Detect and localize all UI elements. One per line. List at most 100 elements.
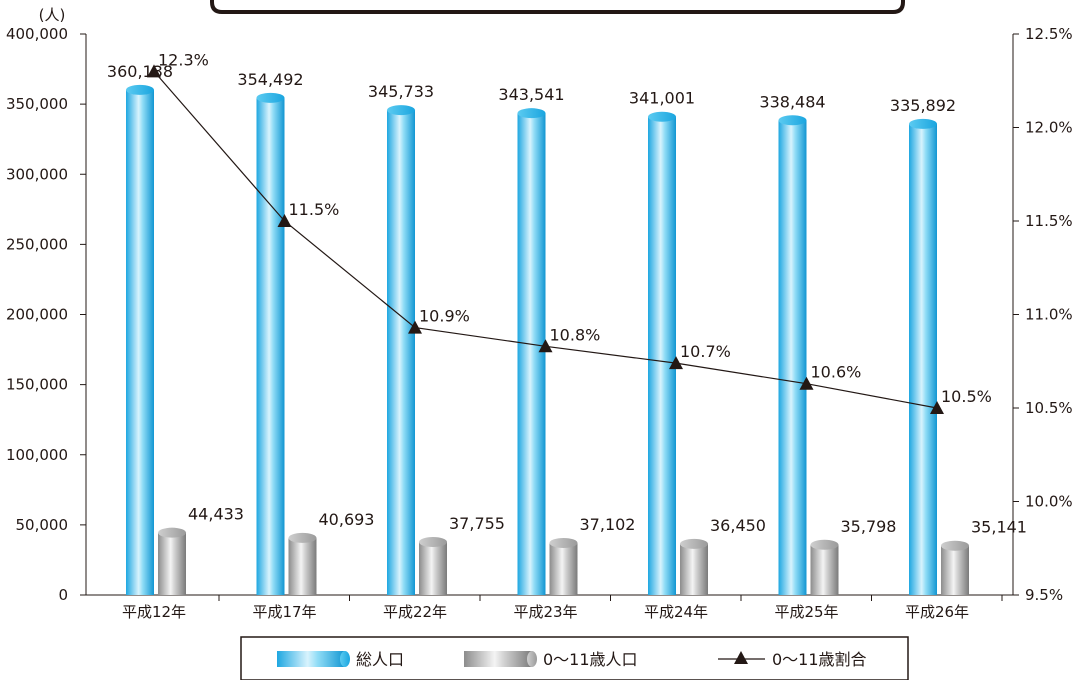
bar-total-label: 345,733 <box>368 82 434 101</box>
ratio-marker <box>799 376 814 390</box>
ratio-marker <box>147 64 161 78</box>
legend-frame <box>240 636 909 680</box>
bar-total-top <box>126 84 154 95</box>
y-tick-label-right: 9.5% <box>1025 586 1063 604</box>
bar-child-label: 36,450 <box>710 516 766 535</box>
bar-total <box>778 115 807 596</box>
bar-child-body <box>549 542 578 595</box>
y-tick-label-left: 300,000 <box>6 165 68 183</box>
y-tick-label-right: 12.5% <box>1025 25 1073 43</box>
bar-child-body <box>680 543 708 595</box>
y-tick-label-left: 250,000 <box>6 235 68 253</box>
bar-total <box>126 84 154 595</box>
bar-child-top <box>941 540 969 551</box>
bar-child-top <box>288 532 317 543</box>
bar-child-top <box>419 537 447 548</box>
ratio-marker <box>669 356 683 370</box>
bar-total-body <box>256 97 285 596</box>
bar-child-top <box>810 539 839 550</box>
legend-swatch-total <box>277 651 350 667</box>
bar-child-top <box>158 527 186 538</box>
y-tick-label-right: 11.5% <box>1025 212 1073 230</box>
ratio-marker <box>408 320 422 334</box>
bar-total-body <box>387 110 415 595</box>
y-tick-label-left: 400,000 <box>6 25 68 43</box>
ratio-label: 12.3% <box>158 50 209 69</box>
bar-total-body <box>517 113 546 595</box>
bar-child-label: 35,798 <box>841 517 897 536</box>
ratio-label: 10.6% <box>811 363 862 382</box>
x-tick-label: 平成26年 <box>905 603 969 621</box>
x-tick-label: 平成12年 <box>122 603 186 621</box>
y-tick-label-right: 10.0% <box>1025 493 1073 511</box>
bar-total <box>517 108 546 595</box>
ratio-label: 10.7% <box>680 342 731 361</box>
bar-total-top <box>517 108 546 119</box>
bar-child-label: 37,755 <box>449 514 505 533</box>
ratio-label: 10.8% <box>550 325 601 344</box>
y-axis-unit-label: (人) <box>39 6 66 24</box>
bar-total-label: 338,484 <box>759 92 825 111</box>
y-tick-label-right: 11.0% <box>1025 306 1073 324</box>
title-box-frame <box>210 0 905 14</box>
legend-label-total: 総人口 <box>356 650 404 669</box>
x-tick-label: 平成17年 <box>252 603 316 621</box>
bar-total <box>648 111 676 595</box>
bar-total <box>256 92 285 596</box>
bar-total <box>387 105 415 595</box>
y-tick-label-left: 100,000 <box>6 446 68 464</box>
bar-total-label: 343,541 <box>498 85 564 104</box>
ratio-label: 10.9% <box>419 307 470 326</box>
x-tick-label: 平成23年 <box>513 603 577 621</box>
y-tick-label-left: 150,000 <box>6 376 68 394</box>
bar-total-top <box>387 105 415 116</box>
bar-child-label: 44,433 <box>188 505 244 524</box>
bar-child-label: 37,102 <box>580 515 636 534</box>
bar-child-top <box>549 537 578 548</box>
bar-child <box>549 537 578 595</box>
ratio-marker <box>538 339 553 353</box>
bar-child-label: 35,141 <box>971 518 1027 537</box>
bar-child <box>158 527 186 595</box>
bar-total-body <box>909 123 937 595</box>
bar-child <box>810 539 839 595</box>
ratio-marker <box>277 214 292 227</box>
bar-child-body <box>419 542 447 595</box>
x-tick-label: 平成25年 <box>774 603 838 621</box>
bar-total <box>909 118 937 595</box>
x-tick-label: 平成22年 <box>383 603 447 621</box>
bar-total-top <box>909 118 937 129</box>
y-tick-label-left: 50,000 <box>16 516 69 534</box>
bar-child <box>419 537 447 595</box>
bar-child <box>288 532 317 595</box>
bar-child-body <box>158 532 186 595</box>
y-tick-label-left: 200,000 <box>6 306 68 324</box>
bar-total-top <box>778 115 807 126</box>
bar-child-body <box>810 544 839 595</box>
bar-total-body <box>126 89 154 595</box>
bar-total-top <box>648 111 676 122</box>
y-tick-label-right: 10.5% <box>1025 399 1073 417</box>
bar-child-body <box>941 545 969 595</box>
ratio-label: 10.5% <box>941 387 992 406</box>
legend-swatch-child <box>464 651 537 667</box>
legend: 総人口 0～11歳人口 0～11歳割合 <box>240 636 909 680</box>
bar-child <box>941 540 969 595</box>
legend-swatch-ratio <box>718 651 765 664</box>
bar-child-body <box>288 537 317 595</box>
bar-total-body <box>648 116 676 595</box>
bar-child <box>680 538 708 595</box>
bar-total-top <box>256 92 285 103</box>
y-tick-label-left: 350,000 <box>6 95 68 113</box>
bar-child-label: 40,693 <box>319 510 375 529</box>
x-tick-label: 平成24年 <box>644 603 708 621</box>
ratio-marker <box>930 401 944 414</box>
y-tick-label-right: 12.0% <box>1025 119 1073 137</box>
bar-total-body <box>778 120 807 596</box>
ratio-label: 11.5% <box>289 200 340 219</box>
bar-total-label: 341,001 <box>629 89 695 108</box>
legend-label-child: 0～11歳人口 <box>543 650 638 669</box>
legend-label-ratio: 0～11歳割合 <box>772 650 867 669</box>
y-tick-label-left: 0 <box>58 586 68 604</box>
